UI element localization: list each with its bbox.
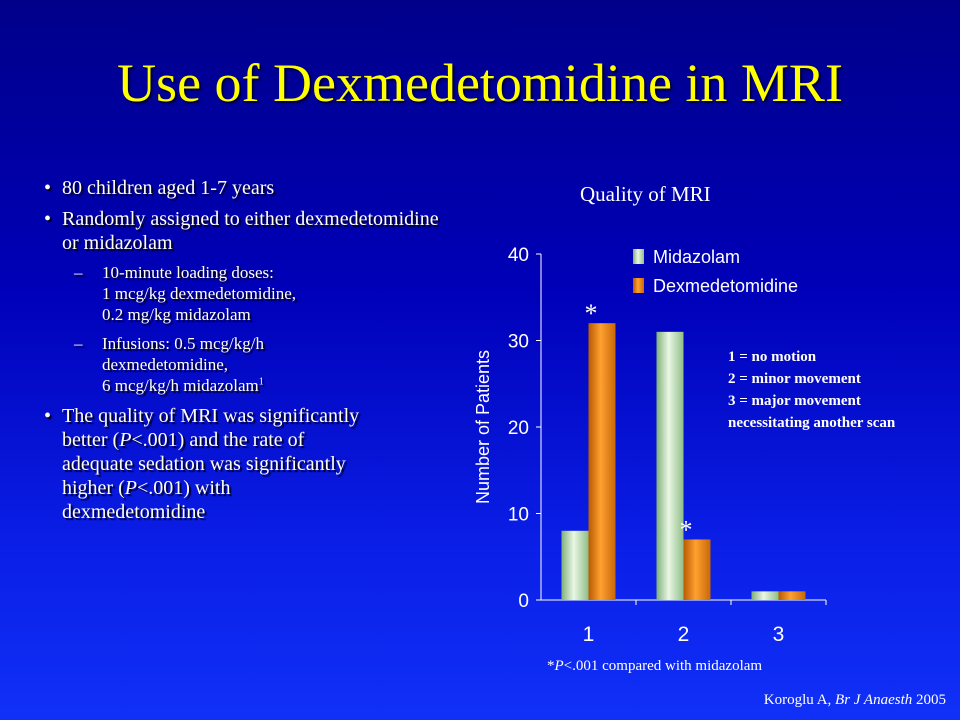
bar-dexmedetomidine-2 — [683, 539, 711, 600]
sub-bullet-item: – 10-minute loading doses: 1 mcg/kg dexm… — [40, 262, 460, 325]
bullet-text: dexmedetomidine — [62, 501, 206, 523]
y-tick-label: 0 — [518, 591, 529, 612]
significance-star: * — [585, 299, 598, 328]
bullet-text: better ( — [62, 429, 120, 451]
bar-midazolam-3 — [751, 591, 779, 600]
chart-title: Quality of MRI — [580, 182, 711, 206]
sub-bullet-line: Infusions: 0.5 mcg/kg/h — [102, 334, 264, 353]
y-tick-label: 20 — [508, 418, 529, 439]
sub-bullet-dash: – — [74, 263, 83, 282]
legend-swatch-dexmedetomidine — [633, 278, 644, 293]
motion-scale-line: 3 = major movement — [728, 393, 861, 409]
bullet-item: • Randomly assigned to either dexmedetom… — [40, 207, 460, 255]
legend-swatch-midazolam — [633, 249, 644, 264]
x-tick-label: 1 — [583, 623, 595, 646]
sub-bullet-line: 10-minute loading doses: — [102, 263, 274, 282]
sub-bullet-line: dexmedetomidine, — [102, 355, 229, 374]
y-tick-label: 30 — [508, 332, 529, 353]
legend-label-dexmedetomidine: Dexmedetomidine — [653, 276, 798, 296]
footnote-p: P — [554, 658, 564, 674]
motion-scale-line: 1 = no motion — [728, 349, 817, 365]
slide-title: Use of Dexmedetomidine in MRI — [117, 53, 843, 113]
bullet-dot: • — [44, 405, 52, 427]
y-axis-label: Number of Patients — [473, 350, 493, 504]
bullet-text: higher ( — [62, 477, 125, 499]
bullet-item: • The quality of MRI was significantly b… — [40, 404, 460, 524]
citation-year: 2005 — [912, 692, 946, 708]
footnote-star: * — [547, 658, 555, 674]
y-tick-label: 40 — [508, 245, 529, 266]
citation-author: Koroglu A, — [763, 692, 836, 708]
sub-bullet-item: – Infusions: 0.5 mcg/kg/h dexmedetomidin… — [40, 333, 460, 396]
bullet-text: The quality of MRI was significantly — [62, 405, 360, 427]
sub-bullet-line: 6 mcg/kg/h midazolam — [102, 376, 259, 395]
bullet-dot: • — [44, 177, 52, 199]
citation-journal: Br J Anaesth — [835, 692, 913, 708]
motion-scale-line: necessitating another scan — [728, 415, 896, 431]
y-tick-label: 10 — [508, 505, 529, 526]
bullet-text: <.001) and the rate of — [131, 429, 305, 451]
bullet-text: Randomly assigned to either dexmedetomid… — [62, 208, 439, 254]
p-italic: P — [119, 429, 132, 451]
bullet-text: 80 children aged 1-7 years — [62, 177, 275, 199]
bullet-item: • 80 children aged 1-7 years — [40, 176, 460, 200]
bullet-text: adequate sedation was significantly — [62, 453, 346, 475]
x-tick-label: 2 — [678, 623, 690, 646]
bar-dexmedetomidine-1 — [588, 323, 616, 600]
motion-scale-line: 2 = minor movement — [728, 371, 861, 387]
x-tick-label: 3 — [773, 623, 785, 646]
sub-bullet-line: 0.2 mg/kg midazolam — [102, 305, 251, 324]
footnote-text: <.001 compared with midazolam — [563, 658, 763, 674]
significance-star: * — [680, 515, 693, 544]
sub-bullet-line: 1 mcg/kg dexmedetomidine, — [102, 284, 297, 303]
sub-bullet-dash: – — [74, 334, 83, 353]
p-italic: P — [124, 477, 137, 499]
citation: Koroglu A, Br J Anaesth 2005 — [764, 692, 946, 709]
bullet-dot: • — [44, 208, 52, 230]
bar-dexmedetomidine-3 — [778, 591, 806, 600]
footnote: *P<.001 compared with midazolam — [547, 658, 762, 675]
bar-midazolam-1 — [561, 530, 589, 600]
bullet-list: • 80 children aged 1-7 years • Randomly … — [40, 176, 460, 531]
bullet-text: <.001) with — [136, 477, 231, 499]
legend-label-midazolam: Midazolam — [653, 247, 740, 267]
bar-midazolam-2 — [656, 331, 684, 600]
reference-superscript: 1 — [258, 376, 264, 388]
